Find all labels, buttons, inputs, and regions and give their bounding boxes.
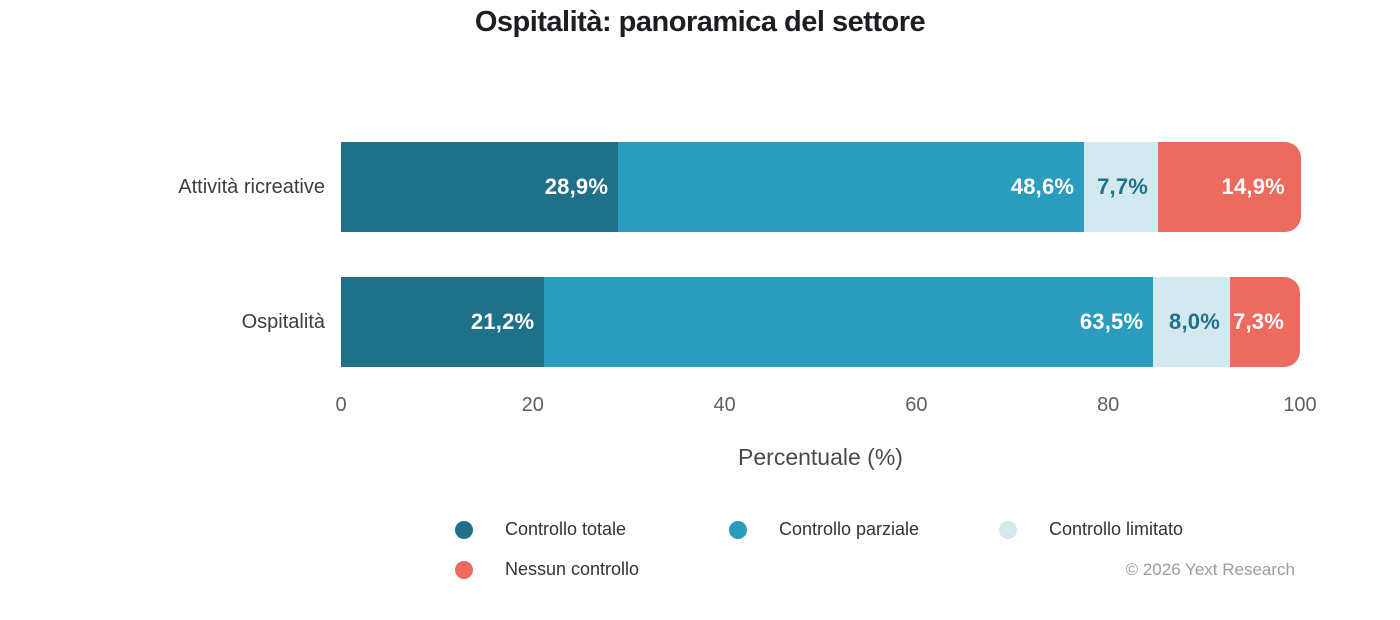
segment-value-label: 7,3% bbox=[1233, 309, 1284, 334]
legend-label: Controllo limitato bbox=[1049, 519, 1184, 539]
bar-segment[interactable]: 28,9% bbox=[341, 142, 619, 232]
legend: Controllo totale Controllo parziale Contro… bbox=[455, 519, 1183, 580]
legend-item[interactable]: Controllo parziale bbox=[729, 519, 999, 540]
legend-label: Controllo parziale bbox=[779, 519, 920, 539]
segment-value-label: 7,7% bbox=[1097, 174, 1149, 199]
legend-label: Controllo totale bbox=[505, 519, 627, 539]
segment-value-label: 14,9% bbox=[1221, 174, 1285, 199]
category-label: Ospitalità bbox=[241, 311, 325, 333]
legend-swatch-icon bbox=[455, 560, 473, 579]
x-tick-label: 40 bbox=[713, 394, 736, 416]
x-tick-label: 0 bbox=[335, 394, 347, 416]
segment-value-label: 8,0% bbox=[1169, 309, 1220, 334]
legend-label: Nessun controllo bbox=[505, 559, 640, 579]
bar-segment[interactable]: 14,9% bbox=[1158, 142, 1301, 232]
x-tick-label: 20 bbox=[521, 394, 544, 416]
chart-title: Ospitalità: panoramica del settore bbox=[474, 6, 926, 38]
legend-item[interactable]: Controllo limitato bbox=[999, 519, 1183, 540]
legend-item[interactable]: Controllo totale bbox=[455, 519, 729, 540]
segment-value-label: 28,9% bbox=[544, 174, 609, 199]
legend-item[interactable]: Nessun controllo bbox=[455, 559, 729, 580]
bar-segment[interactable]: 63,5% bbox=[544, 277, 1154, 367]
x-tick-label: 80 bbox=[1097, 394, 1120, 416]
legend-swatch-icon bbox=[999, 520, 1017, 539]
bar-segment[interactable]: 48,6% bbox=[618, 142, 1085, 232]
bar-segment[interactable]: 21,2% bbox=[341, 277, 545, 367]
x-axis-title: Percentuale (%) bbox=[738, 444, 903, 470]
bar-segment[interactable]: 8,0% bbox=[1153, 277, 1230, 367]
legend-swatch-icon bbox=[455, 520, 473, 539]
legend-swatch-icon bbox=[729, 520, 747, 539]
copyright-note: © 2026 Yext Research bbox=[1125, 560, 1295, 579]
bar-segment[interactable]: 7,3% bbox=[1229, 277, 1300, 367]
x-tick-label: 60 bbox=[905, 394, 928, 416]
segment-value-label: 63,5% bbox=[1079, 309, 1144, 334]
stacked-bar: 21,2% 63,5% 8,0% 7,3% bbox=[341, 277, 1300, 367]
segment-value-label: 21,2% bbox=[470, 309, 535, 334]
category-label: Attività ricreative bbox=[178, 176, 325, 198]
stacked-bar: 28,9% 48,6% 7,7% 14,9% bbox=[341, 142, 1301, 232]
x-tick-label: 100 bbox=[1283, 394, 1317, 416]
segment-value-label: 48,6% bbox=[1010, 174, 1075, 199]
bar-segment[interactable]: 7,7% bbox=[1084, 142, 1159, 232]
